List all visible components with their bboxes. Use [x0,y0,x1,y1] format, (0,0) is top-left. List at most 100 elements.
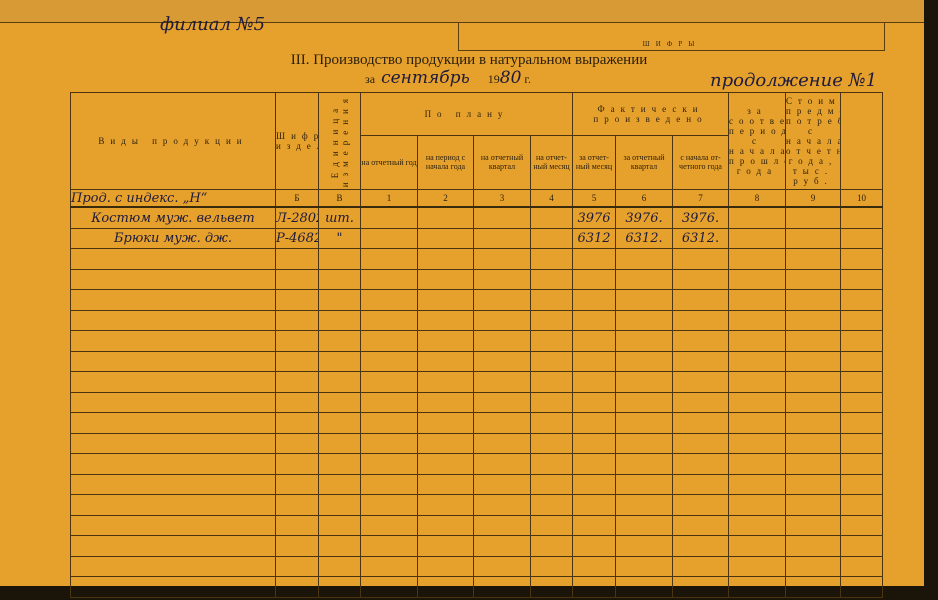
table-cell [572,453,616,475]
period-prefix: за [365,72,376,86]
table-cell [360,474,418,496]
table-cell [840,515,883,537]
table-cell [275,289,319,311]
cell-text: 6312. [681,231,720,247]
table-cell [785,412,841,434]
table-cell [785,453,841,475]
table-cell [672,371,729,393]
cell-text: " [336,231,343,247]
table-cell [318,310,361,332]
table-cell: 7 [672,189,729,209]
table-cell: на отчетный год [360,134,418,191]
table-cell [70,330,276,352]
table-cell [530,330,573,352]
cell-text: 7 [698,193,703,204]
table-cell [785,392,841,414]
table-cell [360,494,418,516]
cell-text: 3976. [681,210,720,226]
cell-text: 8 [754,193,760,204]
table-cell [785,556,841,578]
table-cell [360,330,418,352]
table-cell [785,576,841,598]
table-cell [530,228,573,250]
table-cell [615,392,673,414]
table-cell [473,228,531,250]
table-cell [672,412,729,434]
table-cell: 1 [360,189,418,209]
table-row [70,535,883,557]
table-cell [785,269,841,291]
table-cell [840,207,883,229]
cell-text: Р-4682 [276,231,319,247]
table-cell [840,310,883,332]
table-cell [530,556,573,578]
table-cell [615,412,673,434]
table-cell [360,371,418,393]
table-row: Костюм муж. вельвет Л-2802 шт. 3976 3976. 397… [70,207,883,229]
table-cell [318,433,361,455]
table-cell: Р-4682 [275,228,319,250]
table-cell: По плану [360,92,573,136]
table-cell [530,453,573,475]
table-cell [672,494,729,516]
period: за сентябрь 1980 г. [365,68,531,88]
table-cell [840,289,883,311]
cell-text: 3976. [625,210,663,226]
table-cell [672,351,729,373]
table-cell: 3976. [672,207,729,229]
table-cell [70,412,276,434]
table-cell [615,289,673,311]
table-row [70,289,883,311]
table-cell [615,269,673,291]
table-cell [473,453,531,475]
table-cell [275,474,319,496]
table-cell: Фактически произведено [572,92,729,136]
table-cell [785,371,841,393]
year-prefix: 19 [487,72,500,86]
table-cell [318,248,361,270]
table-cell [473,330,531,352]
table-cell [572,515,616,537]
table-cell [672,392,729,414]
table-cell [473,207,531,229]
cell-text: Фактически произведено [593,103,708,124]
table-cell [572,371,616,393]
table-cell [840,412,883,434]
table-cell [728,474,786,496]
table-cell: 10 [840,189,883,209]
table-cell: Единица измерения [318,91,361,191]
cell-text: 1 [386,193,392,204]
cell-text: 9 [810,193,816,204]
table-cell [275,330,319,352]
table-cell [728,433,786,455]
table-cell: за отчетный квартал [615,134,673,191]
table-cell [70,494,276,516]
continuation: продолжение №1 [710,70,878,91]
table-cell [417,289,474,311]
table-cell [360,412,418,434]
table-cell [615,474,673,496]
cell-text: 3976 [577,210,611,226]
table-row [70,412,883,434]
table-cell [615,576,673,598]
table-cell [728,494,786,516]
table-cell [572,392,616,414]
table-cell [728,269,786,291]
cell-text: Л-2802 [276,210,318,226]
table-cell [417,371,474,393]
table-cell [275,433,319,455]
table-cell: Стоимость предметов потребления с начала… [785,91,841,191]
table-cell [785,207,841,229]
production-table: Виды продукции Шифр изделия Единица измере… [70,91,883,598]
table-cell [572,556,616,578]
table-cell [530,207,573,229]
table-cell [530,494,573,516]
table-cell [785,433,841,455]
table-cell [360,556,418,578]
table-cell [417,330,474,352]
table-cell [728,412,786,434]
table-cell [572,269,616,291]
table-cell [417,515,474,537]
year: 80 [499,68,522,88]
table-cell [473,289,531,311]
